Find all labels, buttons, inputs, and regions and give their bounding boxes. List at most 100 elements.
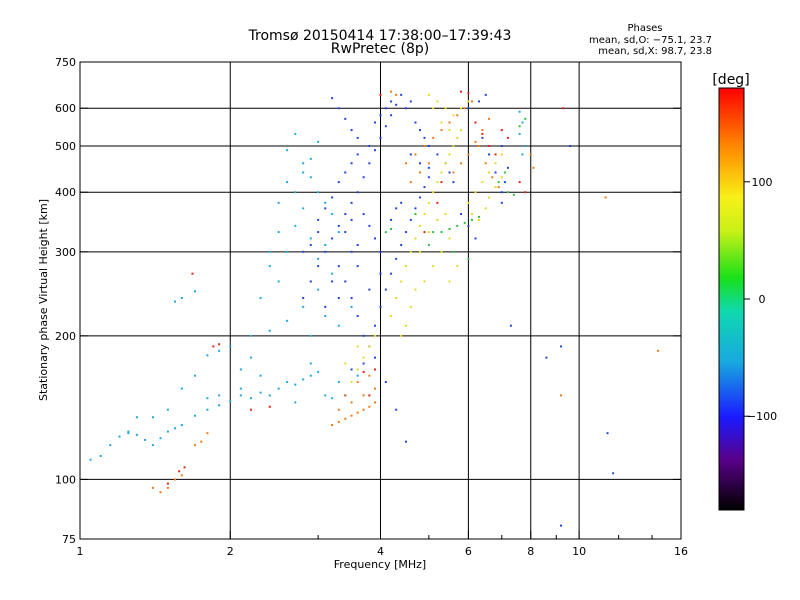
data-point (344, 213, 347, 216)
data-point (356, 191, 359, 194)
data-point (331, 237, 334, 240)
data-point (151, 416, 154, 419)
data-point (506, 191, 509, 194)
data-point (350, 129, 353, 132)
data-point (379, 305, 382, 308)
data-point (324, 305, 327, 308)
data-point (488, 153, 491, 156)
data-point (444, 162, 447, 165)
data-point (604, 196, 607, 199)
data-point (135, 433, 138, 436)
data-point (405, 162, 408, 165)
data-point (331, 424, 334, 427)
data-point (180, 474, 183, 477)
data-point (239, 368, 242, 371)
data-point (356, 315, 359, 318)
data-point (477, 215, 480, 218)
data-point (419, 171, 422, 174)
data-point (324, 250, 327, 253)
data-point (419, 250, 422, 253)
data-point (194, 374, 197, 377)
data-point (294, 132, 297, 135)
data-point (518, 181, 521, 184)
data-point (384, 381, 387, 384)
data-point (500, 144, 503, 147)
data-point (317, 218, 320, 221)
data-point (390, 227, 393, 230)
data-point (432, 265, 435, 268)
data-point (444, 213, 447, 216)
data-point (390, 272, 393, 275)
data-point (331, 196, 334, 199)
data-point (356, 136, 359, 139)
y-tick-label: 400 (55, 186, 76, 199)
data-point (362, 408, 365, 411)
data-point (309, 176, 312, 179)
data-point (166, 482, 169, 485)
data-point (173, 478, 176, 481)
data-point (395, 408, 398, 411)
data-point (180, 297, 183, 300)
data-point (324, 394, 327, 397)
data-point (506, 166, 509, 169)
data-point (460, 107, 463, 110)
data-point (494, 171, 497, 174)
data-point (337, 231, 340, 234)
data-point (127, 432, 130, 435)
data-point (395, 93, 398, 96)
y-tick-label: 100 (55, 473, 76, 486)
data-point (286, 250, 289, 253)
data-point (460, 213, 463, 216)
data-point (405, 265, 408, 268)
data-point (612, 472, 615, 475)
data-point (249, 334, 252, 337)
data-point (414, 237, 417, 240)
data-point (277, 201, 280, 204)
data-point (474, 237, 477, 240)
data-point (379, 250, 382, 253)
data-point (657, 349, 660, 352)
data-point (467, 224, 470, 227)
data-point (521, 121, 524, 124)
data-point (151, 486, 154, 489)
data-point (159, 491, 162, 494)
data-point (436, 153, 439, 156)
data-point (440, 250, 443, 253)
data-point (302, 305, 305, 308)
data-point (337, 181, 340, 184)
data-point (166, 408, 169, 411)
data-point (427, 162, 430, 165)
data-point (456, 224, 459, 227)
data-point (529, 153, 532, 156)
data-point (356, 345, 359, 348)
data-point (337, 408, 340, 411)
data-point (206, 354, 209, 357)
data-point (317, 288, 320, 291)
data-point (344, 362, 347, 365)
data-point (500, 129, 503, 132)
data-point (194, 290, 197, 293)
data-point (151, 444, 154, 447)
data-point (524, 191, 527, 194)
data-point (440, 171, 443, 174)
data-point (379, 272, 382, 275)
data-point (384, 107, 387, 110)
data-point (118, 435, 121, 438)
data-point (395, 207, 398, 210)
data-point (427, 144, 430, 147)
data-point (350, 368, 353, 371)
data-point (512, 193, 515, 196)
data-point (356, 265, 359, 268)
y-tick-label: 600 (55, 102, 76, 115)
data-point (350, 305, 353, 308)
data-point (423, 144, 426, 147)
data-point (518, 132, 521, 135)
colorbar-tick-label: −100 (747, 410, 777, 423)
data-point (470, 218, 473, 221)
data-point (409, 100, 412, 103)
data-point (448, 227, 451, 230)
data-point (470, 100, 473, 103)
data-point (400, 280, 403, 283)
data-point (183, 466, 186, 469)
